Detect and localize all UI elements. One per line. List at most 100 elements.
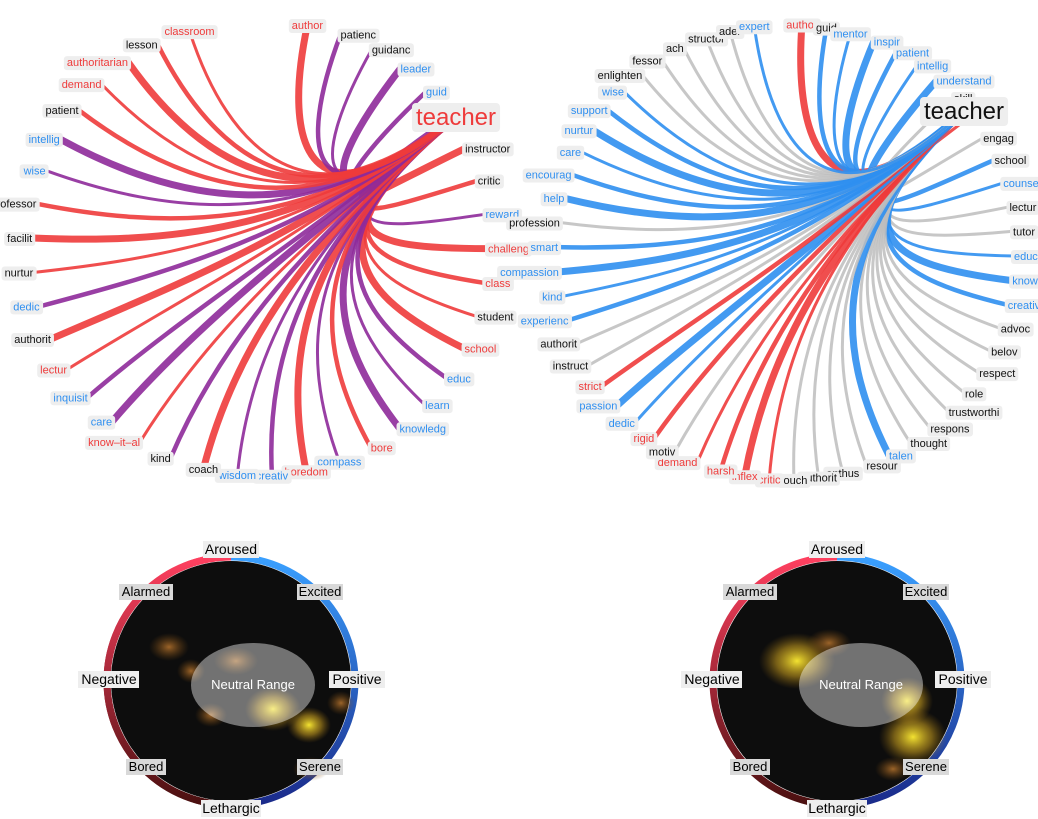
node-label: nurtur (564, 125, 593, 137)
node-label: respect (979, 368, 1015, 380)
node-label-bg (567, 104, 611, 119)
node-label: compassion (500, 267, 559, 279)
node-label: lectur (40, 365, 67, 377)
node-label: belov (991, 346, 1018, 358)
node-label-bg (991, 153, 1030, 168)
node-label-bg (527, 241, 562, 256)
node-label: challeng (488, 244, 529, 256)
node-label: know–it–al (88, 437, 140, 449)
node-label: thought (910, 438, 947, 450)
emotion-blob (177, 659, 205, 683)
node-label: lectur (1009, 202, 1036, 214)
hub-label: teacher (924, 98, 1004, 125)
node-label: inspir (874, 37, 901, 49)
node-label: motiv (649, 446, 676, 458)
node-label: help (544, 193, 565, 205)
node-label-bg (25, 132, 63, 147)
neutral-range-ellipse (799, 643, 923, 727)
node-label-bg (549, 359, 592, 374)
node-label: guidanc (372, 44, 411, 56)
node-label: class (485, 278, 511, 290)
node-label-bg (19, 164, 49, 179)
node-label: understand (936, 76, 991, 88)
node-label-bg (281, 465, 331, 480)
node-label-bg (85, 435, 144, 450)
wheel-background (111, 561, 351, 801)
hub-label-bg (411, 103, 501, 132)
node-label-bg (997, 322, 1034, 337)
emotion-blob (149, 633, 189, 661)
node-label: intellig (917, 60, 948, 72)
node-label-bg (10, 300, 44, 315)
node-label: creativ (256, 471, 289, 483)
node-label: touch (780, 475, 807, 487)
node-label: expert (739, 21, 770, 33)
node-label: patient (896, 47, 929, 59)
node-label-bg (654, 456, 701, 471)
node-label: educ (1014, 251, 1038, 263)
node-label: learn (425, 400, 449, 412)
node-label-bg (506, 216, 563, 231)
emotion-wheel-left: Neutral Range Aroused Lethargic Negative… (78, 541, 385, 817)
label-lethargic: Lethargic (202, 800, 260, 816)
node-label: support (571, 105, 608, 117)
node-label-bg (863, 459, 901, 474)
node-label-bg (556, 145, 585, 160)
label-excited: Excited (299, 584, 342, 599)
emotion-blob (327, 691, 355, 715)
hub-label-bg (919, 97, 1009, 126)
node-label: nurtur (5, 267, 34, 279)
node-label-bg (252, 469, 292, 484)
node-label: authorit (540, 338, 577, 350)
node-label-bg (703, 464, 738, 479)
node-label: author (292, 20, 324, 32)
edge-classroom (188, 29, 458, 176)
node-label-bg (1010, 225, 1038, 240)
emotion-blob (875, 757, 911, 781)
node-label-bg (830, 27, 871, 42)
label-aroused: Aroused (811, 541, 863, 557)
node-label-bg (1000, 176, 1038, 191)
node-label: school (465, 344, 497, 356)
node-label-bg (540, 192, 568, 207)
node-label-bg (961, 387, 987, 402)
node-label-bg (537, 337, 581, 352)
node-label: tutor (1013, 226, 1035, 238)
node-label: educ (447, 373, 471, 385)
word-network-left: authorpatiencguidancleaderguidmentorinst… (0, 18, 532, 484)
node-label: instructor (465, 143, 511, 155)
node-label-bg (907, 437, 951, 452)
label-positive: Positive (938, 671, 987, 687)
network-edges (555, 21, 1016, 482)
node-label: mentor (833, 28, 868, 40)
node-label-bg (1009, 274, 1038, 289)
label-serene: Serene (905, 759, 947, 774)
node-label: knowledg (400, 423, 446, 435)
node-label-bg (482, 277, 514, 292)
node-label-bg (517, 314, 572, 329)
node-label: wise (601, 87, 624, 99)
label-lethargic: Lethargic (808, 800, 866, 816)
node-label: resour (866, 460, 898, 472)
wheel-labels: Aroused Lethargic Negative Positive Alar… (681, 541, 991, 817)
node-label-bg (484, 242, 532, 257)
node-label-bg (893, 46, 933, 61)
emotion-blob (879, 709, 947, 765)
node-label: harsh (707, 465, 735, 477)
edge-belov (881, 109, 993, 353)
node-label: author (786, 20, 818, 32)
node-label-bg (597, 85, 627, 100)
node-label-bg (4, 231, 36, 246)
node-label: knowledg (1012, 276, 1038, 288)
node-label-bg (663, 42, 687, 57)
node-label-bg (462, 142, 514, 157)
node-label: care (91, 417, 112, 429)
node-label-bg (927, 422, 974, 437)
node-label-bg (422, 399, 453, 414)
node-label: enlighten (598, 70, 643, 82)
node-label: encourag (526, 170, 572, 182)
node-label: creativ (1008, 300, 1038, 312)
node-label: critic (758, 474, 781, 486)
node-label-bg (539, 290, 566, 305)
node-label-bg (0, 197, 40, 212)
